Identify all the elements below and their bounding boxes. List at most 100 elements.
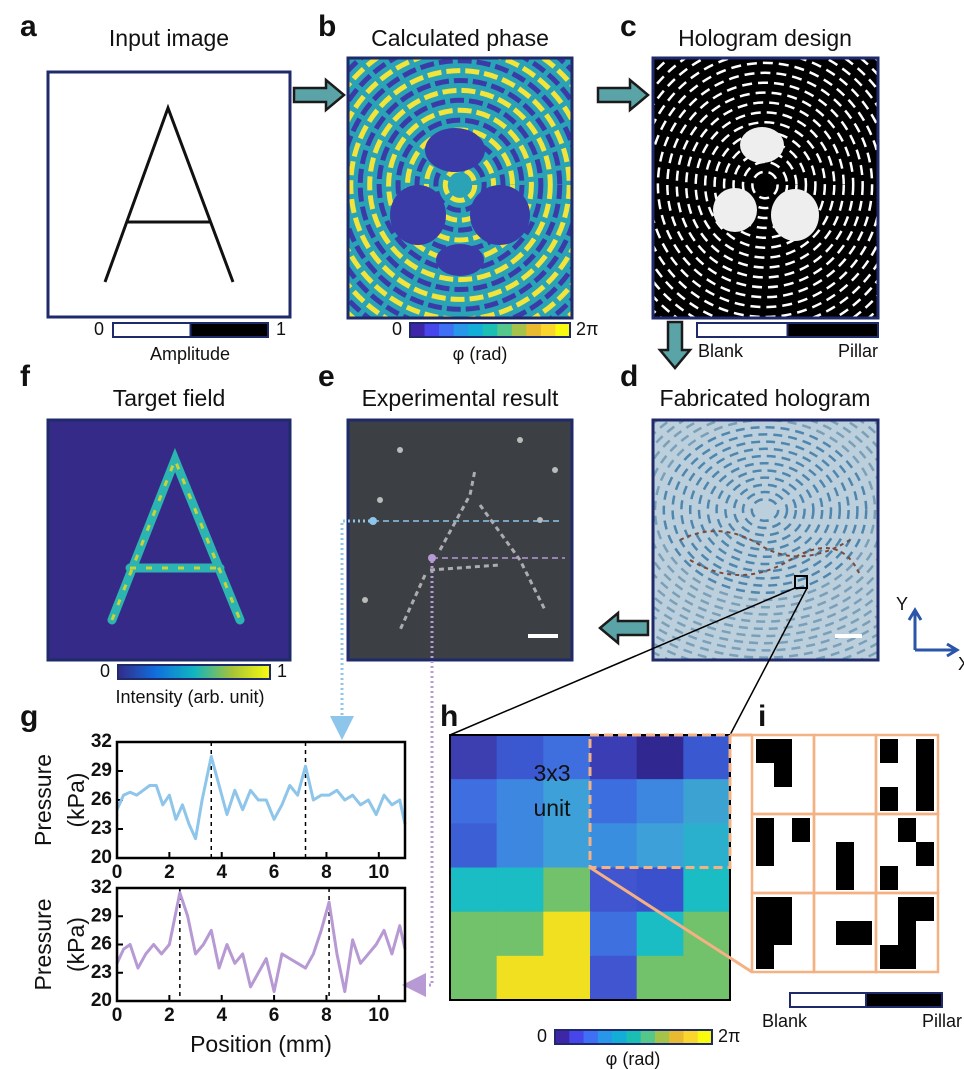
image-bg xyxy=(48,420,290,660)
particle xyxy=(362,597,368,603)
colorbar-step xyxy=(468,323,483,337)
label: d xyxy=(620,360,638,393)
particle xyxy=(552,467,558,473)
pillar-pixel xyxy=(774,897,792,921)
phase-blob xyxy=(390,185,446,245)
pillar-pixel xyxy=(898,897,916,921)
label: φ (rad) xyxy=(606,1049,661,1069)
pillar-pixel xyxy=(836,921,854,945)
design-blob xyxy=(771,189,819,241)
colorbar-step xyxy=(598,1030,613,1044)
heatmap-cell xyxy=(590,912,637,957)
particle xyxy=(397,447,403,453)
label: 6 xyxy=(269,862,280,883)
pillar-pixel xyxy=(916,842,934,866)
label: b xyxy=(318,10,336,43)
heatmap-cell xyxy=(683,735,730,780)
label: 2 xyxy=(164,1005,175,1026)
colorbar-step xyxy=(569,1030,584,1044)
label: 26 xyxy=(91,789,112,810)
experimental-image xyxy=(348,420,572,660)
label: f xyxy=(20,360,31,393)
colorbar-dark xyxy=(788,323,879,337)
heatmap-cell xyxy=(497,912,544,957)
colorbar-step xyxy=(683,1030,698,1044)
label: 0 xyxy=(94,319,104,339)
label: e xyxy=(318,360,335,393)
label: 3x3 xyxy=(533,760,570,786)
pillar-pixel xyxy=(756,842,774,866)
colorbar-step xyxy=(410,323,425,337)
heatmap-cell xyxy=(683,779,730,824)
heatmap-cell xyxy=(450,912,497,957)
label: 2 xyxy=(164,862,175,883)
heatmap-cell xyxy=(590,956,637,1001)
heatmap-cell xyxy=(543,912,590,957)
pillar-pixel xyxy=(916,739,934,763)
pillar-pixel xyxy=(836,866,854,890)
pillar-pixel xyxy=(898,945,916,969)
label: 2π xyxy=(718,1026,740,1046)
heatmap-cell xyxy=(590,868,637,913)
label: 23 xyxy=(91,962,112,983)
colorbar-dark xyxy=(866,993,942,1007)
label: Amplitude xyxy=(150,344,230,364)
pillar-pixel xyxy=(854,921,872,945)
colorbar-step xyxy=(655,1030,670,1044)
heatmap-cell xyxy=(450,735,497,780)
label: c xyxy=(620,10,637,43)
label: φ (rad) xyxy=(453,344,508,364)
colorbar-step xyxy=(512,323,527,337)
image-bg xyxy=(348,420,572,660)
label: (kPa) xyxy=(63,917,89,972)
label: Experimental result xyxy=(362,385,559,411)
flow-arrow xyxy=(660,322,690,368)
label: 0 xyxy=(537,1026,547,1046)
heatmap-cell xyxy=(590,779,637,824)
label: Hologram design xyxy=(678,25,852,51)
phase-blob xyxy=(425,128,485,172)
label: 32 xyxy=(91,731,112,752)
colorbar-step xyxy=(526,323,541,337)
particle xyxy=(517,437,523,443)
label: 10 xyxy=(368,1005,389,1026)
label: 26 xyxy=(91,934,112,955)
pillar-pixel xyxy=(916,787,934,811)
label: Target field xyxy=(113,385,226,411)
label: 29 xyxy=(91,905,112,926)
profile-start xyxy=(369,517,377,525)
unit-cell xyxy=(814,735,876,814)
heatmap-cell xyxy=(450,868,497,913)
heatmap-cell xyxy=(497,823,544,868)
label: 0 xyxy=(392,319,402,339)
flow-arrow xyxy=(600,613,648,643)
label: h xyxy=(440,700,458,733)
label: Fabricated hologram xyxy=(660,385,871,411)
page: abcfedghiInput imageCalculated phaseHolo… xyxy=(0,0,964,1070)
pillar-pixel xyxy=(756,897,774,921)
colorbar-step xyxy=(454,323,469,337)
pillar-pixel xyxy=(774,763,792,787)
colorbar-step xyxy=(626,1030,641,1044)
pillar-pixel xyxy=(880,866,898,890)
pillar-pixel xyxy=(836,842,854,866)
heatmap-cell xyxy=(497,868,544,913)
label: 4 xyxy=(216,862,227,883)
data-line xyxy=(117,757,405,839)
label: 0 xyxy=(112,862,123,883)
label: 4 xyxy=(216,1005,227,1026)
heatmap-cell xyxy=(683,823,730,868)
colorbar-step xyxy=(584,1030,599,1044)
heatmap-cell xyxy=(543,868,590,913)
label: g xyxy=(20,700,38,733)
pillar-pixel xyxy=(916,763,934,787)
label: 10 xyxy=(368,862,389,883)
label: Pressure xyxy=(30,898,56,990)
flow-arrow xyxy=(294,80,344,110)
heatmap-cell xyxy=(543,956,590,1001)
heatmap-cell xyxy=(543,823,590,868)
label: 0 xyxy=(100,661,110,681)
design-blob xyxy=(740,127,784,163)
pillar-pixel xyxy=(880,739,898,763)
label: i xyxy=(758,700,766,733)
